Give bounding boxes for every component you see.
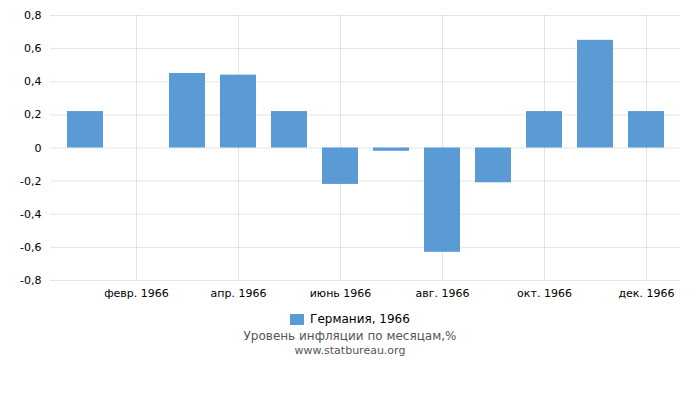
svg-text:0,6: 0,6 xyxy=(24,42,42,55)
svg-text:дек. 1966: дек. 1966 xyxy=(618,287,674,300)
svg-text:окт. 1966: окт. 1966 xyxy=(517,287,572,300)
svg-text:авг. 1966: авг. 1966 xyxy=(416,287,470,300)
svg-text:-0,6: -0,6 xyxy=(20,241,41,254)
svg-text:апр. 1966: апр. 1966 xyxy=(211,287,267,300)
svg-text:-0,8: -0,8 xyxy=(20,274,41,287)
svg-text:0: 0 xyxy=(35,142,42,155)
svg-text:февр. 1966: февр. 1966 xyxy=(104,287,169,300)
svg-text:-0,2: -0,2 xyxy=(20,175,41,188)
svg-text:0,4: 0,4 xyxy=(24,75,42,88)
html-text:Германия, 1966: Германия, 1966 xyxy=(310,312,410,326)
svg-text:0,8: 0,8 xyxy=(24,9,42,22)
svg-text:0,2: 0,2 xyxy=(24,108,42,121)
html-text:www.statbureau.org: www.statbureau.org xyxy=(294,344,406,357)
svg-text:июнь 1966: июнь 1966 xyxy=(310,287,372,300)
svg-text:-0,4: -0,4 xyxy=(20,208,41,221)
html-text:Уровень инфляции по месяцам,%: Уровень инфляции по месяцам,% xyxy=(243,329,457,343)
